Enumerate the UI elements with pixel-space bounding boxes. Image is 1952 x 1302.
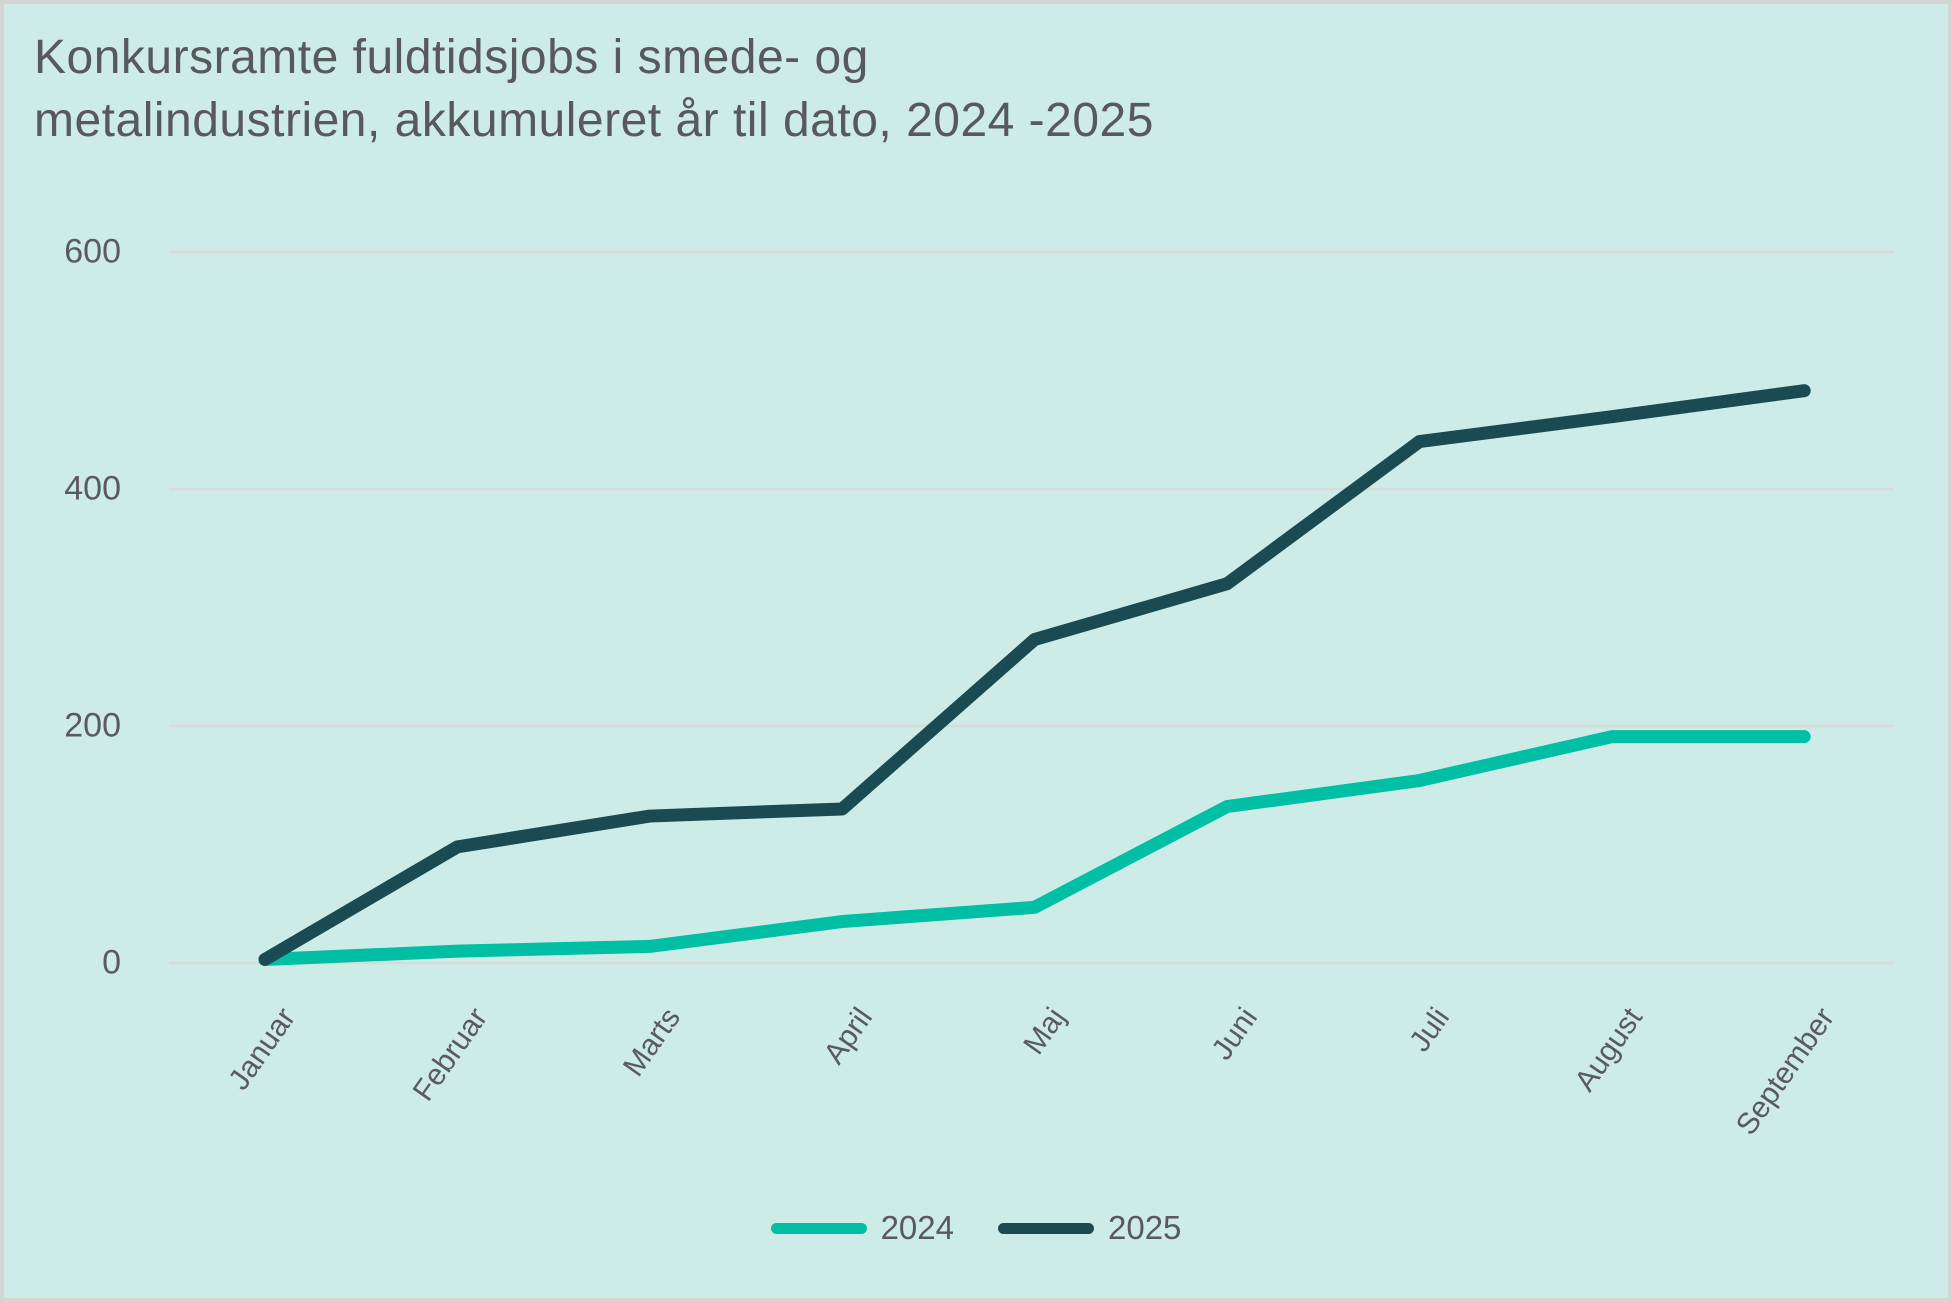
legend-item-2025: 2025 [998, 1209, 1181, 1247]
y-tick-label-0: 0 [102, 943, 121, 982]
series-line-2025 [258, 384, 1811, 966]
chart-canvas [169, 250, 1894, 966]
series-line-2024 [258, 730, 1811, 966]
y-tick-label-400: 400 [64, 469, 121, 508]
y-tick-label-600: 600 [64, 232, 121, 271]
y-tick-label-200: 200 [64, 706, 121, 745]
legend-label-2024: 2024 [880, 1209, 954, 1246]
legend-item-2024: 2024 [770, 1209, 954, 1247]
chart-legend: 2024 2025 [4, 1209, 1948, 1247]
chart-title: Konkursramte fuldtidsjobs i smede- og me… [34, 31, 1154, 148]
legend-label-2025: 2025 [1108, 1209, 1182, 1246]
legend-swatch-2024 [770, 1222, 867, 1234]
legend-swatch-2025 [998, 1222, 1094, 1234]
